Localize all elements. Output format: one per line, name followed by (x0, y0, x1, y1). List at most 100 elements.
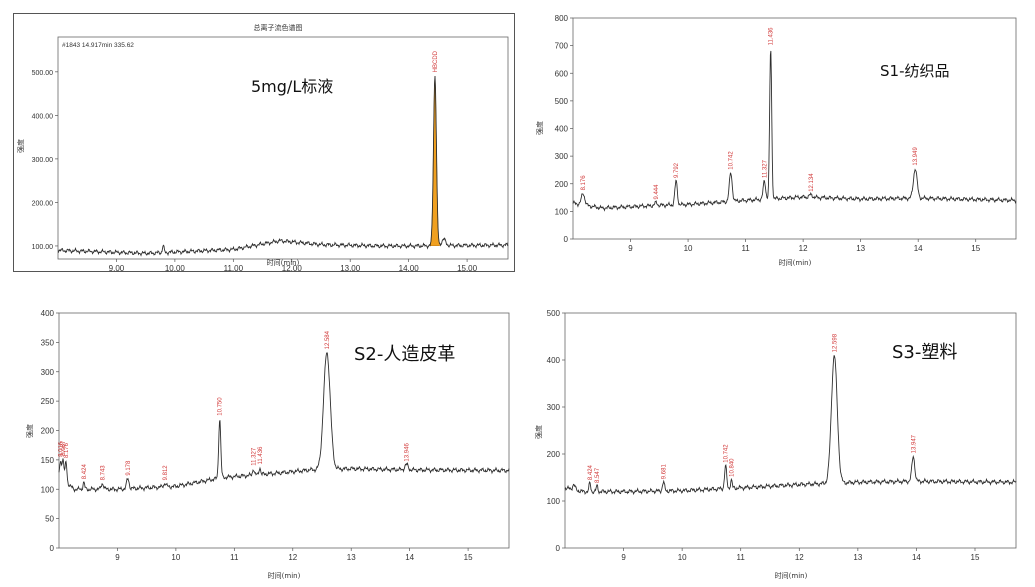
y-tick-label: 200 (547, 450, 561, 459)
peak-label: 8.087 (61, 440, 67, 456)
y-tick-label: 0 (556, 544, 561, 553)
peak-label: 9.681 (661, 464, 667, 480)
peak-label: 11.436 (769, 27, 775, 46)
chart-panel-s1: 强度 时间(min) S1-纺织品 9 10 11 12 13 14 15 0 100 200 30… (533, 12, 1023, 270)
y-tick-label: 400.00 (32, 113, 54, 120)
x-tick-label: 14 (405, 553, 414, 562)
x-tick-label: 14 (914, 244, 923, 253)
x-tick-label: 10.00 (165, 264, 186, 273)
y-tick-label: 100 (555, 207, 569, 216)
y-tick-label: 200.00 (32, 200, 54, 207)
peak-label: 13.946 (404, 443, 410, 462)
sample-label-s3: S3-塑料 (892, 342, 957, 363)
chart-s3: 强度 时间(min) S3-塑料 9 10 11 12 13 14 15 0 100 200 300… (534, 309, 1017, 580)
peak-label: 9.178 (126, 460, 132, 476)
y-tick-label: 300.00 (32, 157, 54, 164)
peak-label: 8.547 (595, 467, 601, 483)
y-tick-label: 100 (41, 485, 55, 494)
chart-s2: 强度 时间(min) S2-人造皮革 9 10 11 12 13 14 1505010015… (25, 309, 510, 580)
x-tick-label: 12 (795, 553, 804, 562)
x-tick-label: 13.00 (340, 264, 361, 273)
y-tick-label: 0 (50, 544, 55, 553)
peak-label: 10.840 (729, 458, 735, 477)
peak-label: 11.327 (762, 159, 768, 178)
y-tick-label: 700 (555, 42, 569, 51)
y-tick-label: 100 (547, 497, 561, 506)
y-tick-label: 350 (41, 338, 55, 347)
sample-label-standard: 5mg/L标液 (251, 77, 333, 96)
plot-area (57, 36, 509, 260)
peak-label: 12.598 (832, 333, 838, 352)
x-tick-label: 15 (971, 553, 980, 562)
y-tick-label: 200 (555, 180, 569, 189)
x-tick-label: 13 (853, 553, 862, 562)
x-axis-label: 时间(min) (779, 258, 812, 267)
peak-label: 8.424 (588, 464, 594, 480)
chart-s1: 强度 时间(min) S1-纺织品 9 10 11 12 13 14 15 0 100 200 30… (535, 14, 1017, 267)
x-tick-label: 11.00 (224, 264, 244, 273)
x-tick-label: 11 (737, 553, 746, 562)
chromatogram-trace (564, 355, 1017, 496)
x-tick-label: 12 (288, 553, 297, 562)
y-tick-label: 400 (555, 125, 569, 134)
peak-label: 11.436 (258, 446, 264, 465)
plot-area (58, 312, 510, 549)
peak-label: 13.949 (913, 147, 919, 166)
x-tick-label: 11 (230, 553, 239, 562)
y-tick-label: 500.00 (32, 70, 54, 77)
y-axis-label: 强度 (534, 425, 543, 439)
y-axis-label: 强度 (25, 424, 34, 438)
y-tick-label: 150 (41, 456, 55, 465)
peak-label: 9.444 (654, 184, 660, 200)
peak-label: 13.947 (911, 434, 917, 453)
x-axis-label: 时间(min) (775, 571, 808, 580)
y-tick-label: 500 (547, 309, 561, 318)
peak-label: 12.584 (325, 330, 331, 349)
y-tick-label: 400 (547, 356, 561, 365)
peak-label: 12.134 (809, 173, 815, 192)
x-tick-label: 9 (115, 553, 120, 562)
x-tick-label: 10 (171, 553, 180, 562)
x-tick-label: 13 (347, 553, 356, 562)
peak-label: HBCDD (433, 50, 439, 72)
x-tick-label: 9 (621, 553, 626, 562)
peak-label: 8.176 (64, 442, 70, 458)
chart-standard: 总离子流色谱图 #1843 14.917min 335.62 强度 时间(min… (13, 13, 515, 273)
y-tick-label: 50 (45, 515, 54, 524)
chart-panel-s2: 强度 时间(min) S2-人造皮革 9 10 11 12 13 14 15 0 50 100 15… (25, 307, 515, 583)
x-tick-label: 15 (971, 244, 980, 253)
y-tick-label: 0 (564, 235, 569, 244)
y-tick-label: 100.00 (32, 244, 54, 251)
chromatogram-trace (572, 50, 1017, 212)
sample-label-s2: S2-人造皮革 (354, 344, 455, 365)
y-tick-label: 600 (555, 69, 569, 78)
x-tick-label: 11 (741, 244, 750, 253)
x-tick-label: 14.00 (399, 264, 420, 273)
x-axis-label: 时间(min) (268, 571, 301, 580)
peak-label: 8.016 (59, 441, 65, 457)
x-tick-label: 13 (856, 244, 865, 253)
sample-label-s1: S1-纺织品 (880, 62, 949, 80)
y-tick-label: 300 (41, 368, 55, 377)
chromatogram-trace (57, 76, 509, 257)
y-tick-label: 500 (555, 97, 569, 106)
peak-label: 10.742 (724, 444, 730, 463)
chart-panel-s3: 强度 时间(min) S3-塑料 9 10 11 12 13 14 15 0 100 200 300… (534, 305, 1023, 583)
chromatogram-trace (58, 351, 510, 493)
y-tick-label: 250 (41, 397, 55, 406)
y-tick-label: 800 (555, 14, 569, 23)
peak-label: 8.176 (581, 175, 587, 191)
x-tick-label: 12.00 (282, 264, 303, 273)
y-tick-label: 400 (41, 309, 55, 318)
info-readout: #1843 14.917min 335.62 (62, 42, 134, 49)
x-tick-label: 10 (678, 553, 687, 562)
y-tick-label: 300 (555, 152, 569, 161)
x-tick-label: 9 (628, 244, 633, 253)
x-tick-label: 14 (912, 553, 921, 562)
chart-panel-standard: 总离子流色谱图 #1843 14.917min 335.62 强度 时间(min… (13, 13, 515, 273)
plot-area (564, 312, 1017, 549)
peak-label: 8.424 (82, 464, 88, 480)
x-tick-label: 9.00 (109, 264, 125, 273)
peak-label: 11.327 (251, 447, 257, 466)
x-tick-label: 15.00 (457, 264, 478, 273)
